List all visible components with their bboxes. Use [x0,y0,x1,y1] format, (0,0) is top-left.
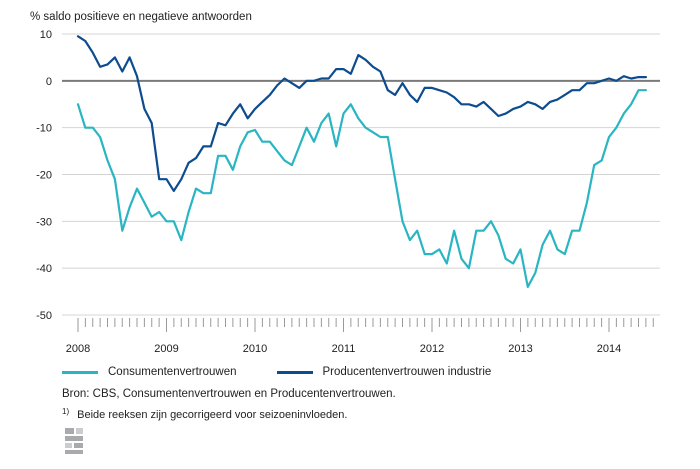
x-tick-label: 2013 [508,343,532,355]
footnote: 1) Beide reeksen zijn gecorrigeerd voor s… [62,407,347,421]
x-tick-label: 2010 [243,343,267,355]
legend-item-producentenvertrouwen: Producentenvertrouwen industrie [276,366,492,378]
series-line-producentenvertrouwen [76,35,647,192]
line-chart: % saldo positieve en negatieve antwoorde… [30,11,660,355]
series-lines [76,35,647,288]
footnote-marker: 1) [62,407,70,416]
cbs-logo-icon [65,428,83,454]
x-tick-label: 2008 [66,343,90,355]
legend-item-consumentenvertrouwen: Consumentenvertrouwen [62,366,237,378]
legend-label-producentenvertrouwen: Producentenvertrouwen industrie [322,366,492,378]
source-text: Bron: CBS, Consumentenvertrouwen en Prod… [62,388,396,400]
gridlines [62,33,660,316]
legend-swatch-producentenvertrouwen [276,370,313,374]
legend-swatch-consumentenvertrouwen [62,370,98,374]
y-tick-label: -20 [36,170,52,182]
x-tick-label: 2011 [332,343,356,355]
x-tick-label: 2014 [597,343,621,355]
y-tick-label: -50 [36,310,52,322]
y-tick-label: 10 [40,29,52,41]
footnote-text: Beide reeksen zijn gecorrigeerd voor sei… [77,409,348,421]
y-tick-labels: 10 0 -10 -20 -30 -40 -50 [36,29,52,322]
y-tick-label: -40 [36,263,52,275]
x-tick-label: 2012 [420,343,444,355]
series-line-consumentenvertrouwen [76,89,647,288]
legend: Consumentenvertrouwen Producentenvertrou… [62,366,491,378]
y-tick-label: 0 [46,76,52,88]
x-axis: 2008 2009 2010 2011 2012 2013 2014 [66,318,654,355]
y-tick-label: -30 [36,216,52,228]
legend-label-consumentenvertrouwen: Consumentenvertrouwen [108,366,237,378]
x-tick-label: 2009 [154,343,178,355]
y-tick-label: -10 [36,123,52,135]
y-axis-title: % saldo positieve en negatieve antwoorde… [30,11,252,23]
